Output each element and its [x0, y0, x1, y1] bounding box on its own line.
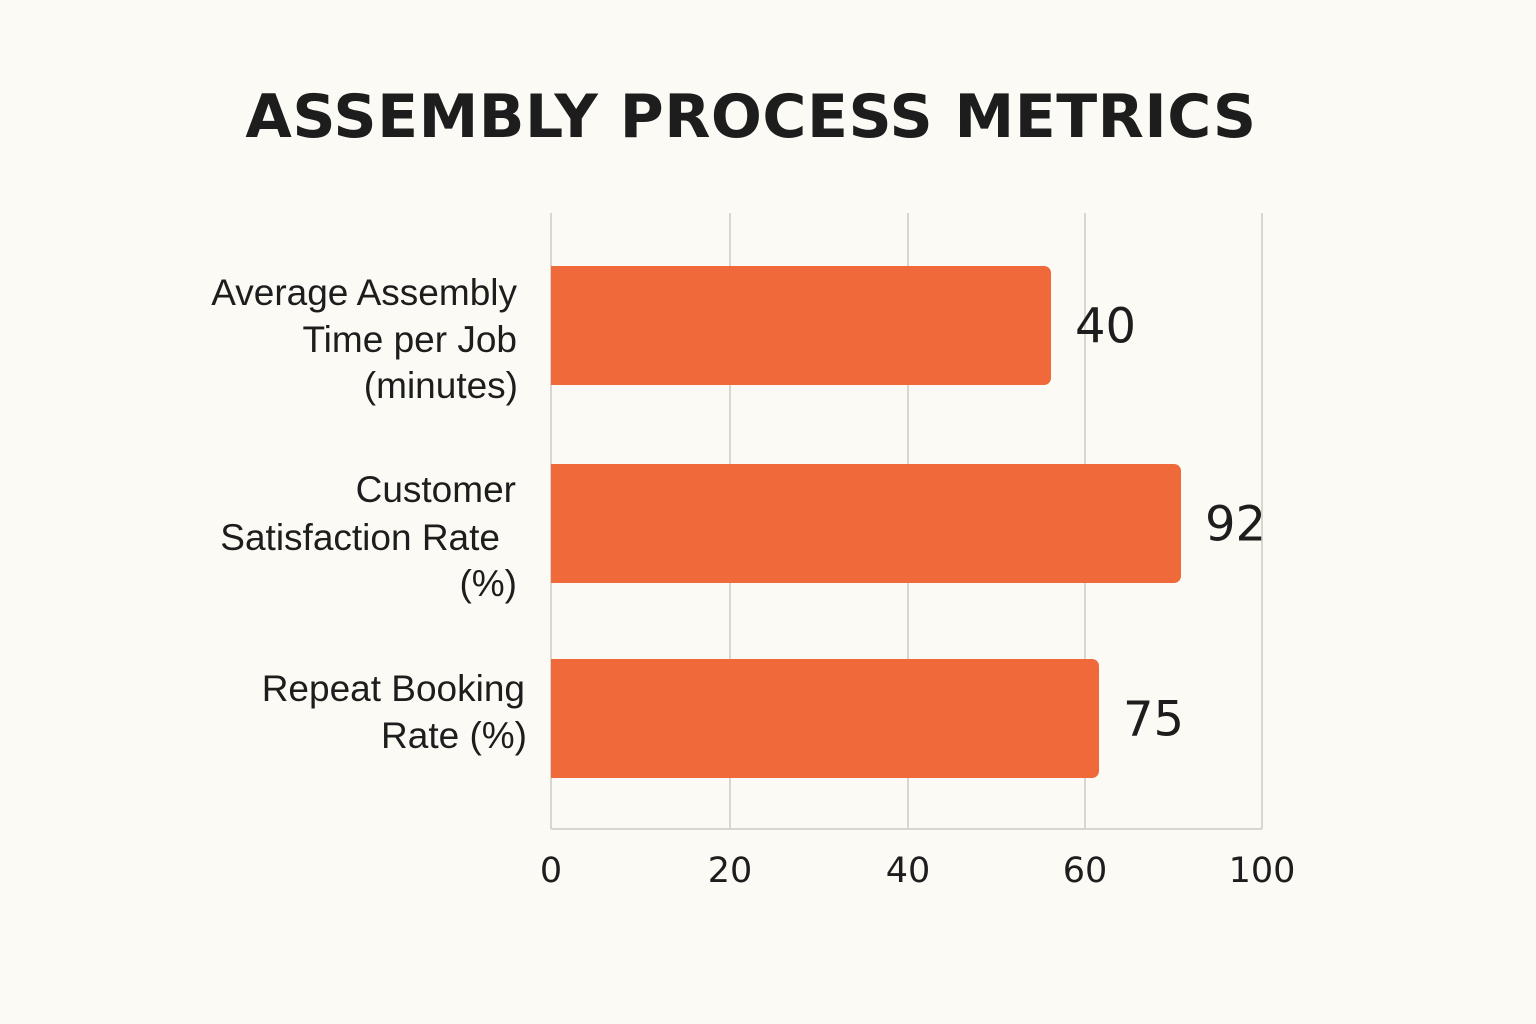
category-label-3-line-2: Rate (%): [381, 715, 527, 756]
x-tick-label-60: 60: [1063, 851, 1108, 891]
bar-2-left-edge: [551, 464, 561, 583]
bar-1-left-edge: [551, 266, 561, 385]
category-label-1-line-1: Average Assembly: [211, 272, 517, 313]
category-label-2-line-1: Customer: [356, 469, 516, 510]
category-label-1-line-2: Time per Job: [302, 319, 517, 360]
x-tick-label-0: 0: [540, 851, 562, 891]
chart-title: ASSEMBLY PROCESS METRICS: [245, 82, 1257, 152]
x-tick-label-40: 40: [886, 851, 931, 891]
bar-2: [551, 464, 1181, 583]
bar-1: [551, 266, 1051, 385]
category-label-2-line-3: (%): [459, 563, 517, 604]
x-tick-label-100: 100: [1229, 851, 1296, 891]
value-label-1: 40: [1075, 299, 1136, 355]
bar-3-left-edge: [551, 659, 561, 778]
category-label-3-line-1: Repeat Booking: [262, 668, 525, 709]
category-label-2-line-2: Satisfaction Rate: [220, 517, 500, 558]
bar-3: [551, 659, 1099, 778]
x-tick-label-20: 20: [708, 851, 753, 891]
category-label-1-line-3: (minutes): [364, 365, 518, 406]
value-label-2: 92: [1205, 497, 1266, 553]
value-label-3: 75: [1123, 692, 1184, 748]
